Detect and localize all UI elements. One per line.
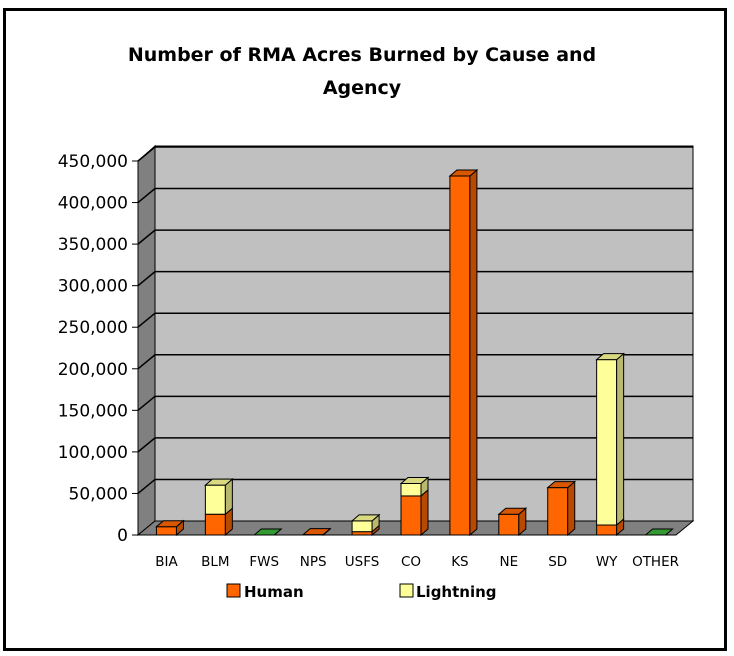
gridline: [137, 312, 693, 328]
bars: [155, 168, 674, 537]
bar-top-wy: [595, 353, 625, 361]
x-tick-label: FWS: [249, 554, 279, 570]
bar-lightning-wy: [596, 352, 625, 527]
gridline: [137, 395, 693, 411]
bar-human-sd: [547, 480, 576, 537]
gridline: [137, 146, 693, 162]
side-wall: [137, 144, 156, 537]
x-tick-label: USFS: [345, 554, 380, 570]
legend-swatch-lightning: [399, 583, 414, 598]
bar-human-ks: [449, 168, 478, 537]
x-tick-label: SD: [548, 554, 567, 570]
bar-human-co: [400, 488, 429, 537]
gridlines: [137, 146, 693, 495]
chart-title-line1: Number of RMA Acres Burned by Cause and: [128, 44, 596, 66]
bar-top-co: [399, 476, 430, 484]
legend-label-human: Human: [244, 583, 304, 601]
y-tick-label: 150,000: [58, 401, 128, 421]
bar-top-usfs: [350, 514, 381, 522]
bar-top-other: [644, 528, 674, 536]
y-axis-ticks: 0 50,000 100,000 150,000 200,000 250,000 300,0…: [58, 152, 138, 546]
bar-top-fws: [252, 528, 283, 536]
gridline: [137, 437, 693, 453]
y-tick-label: 400,000: [58, 194, 128, 214]
x-tick-label: BIA: [155, 554, 178, 570]
chart-title-line2: Agency: [323, 77, 402, 99]
bar-top-sd: [546, 481, 577, 489]
gridline: [137, 354, 693, 370]
y-tick-label: 450,000: [58, 152, 128, 172]
y-tick-label: 0: [117, 526, 128, 546]
bar-top-bia: [155, 520, 185, 528]
y-tick-label: 300,000: [58, 277, 128, 297]
gridline: [137, 187, 693, 204]
y-tick-label: 200,000: [58, 360, 128, 380]
legend: Human Lightning: [226, 583, 497, 601]
gridline: [137, 270, 693, 287]
bar-top-ks: [448, 169, 479, 177]
bar-top-ne: [497, 507, 528, 515]
legend-swatch-human: [226, 583, 241, 598]
x-axis-ticks: BIA BLM FWS NPS USFS CO KS NE SD WY OTHER: [155, 554, 679, 570]
gridline: [137, 478, 693, 495]
x-tick-label: KS: [451, 554, 468, 570]
y-tick-label: 250,000: [58, 318, 128, 338]
x-tick-label: CO: [401, 554, 421, 570]
bar-top-blm: [204, 478, 234, 486]
y-tick-label: 350,000: [58, 235, 128, 255]
x-tick-label: BLM: [201, 554, 229, 570]
bar-lightning-blm: [204, 478, 233, 516]
y-tick-label: 100,000: [58, 443, 128, 463]
bar-top-nps: [301, 528, 332, 536]
legend-label-lightning: Lightning: [416, 583, 497, 601]
x-tick-label: WY: [596, 554, 618, 570]
y-tick-label: 50,000: [69, 484, 128, 504]
x-tick-label: NE: [499, 554, 518, 570]
x-tick-label: OTHER: [632, 554, 679, 570]
gridline: [137, 229, 693, 245]
x-tick-label: NPS: [300, 554, 327, 570]
